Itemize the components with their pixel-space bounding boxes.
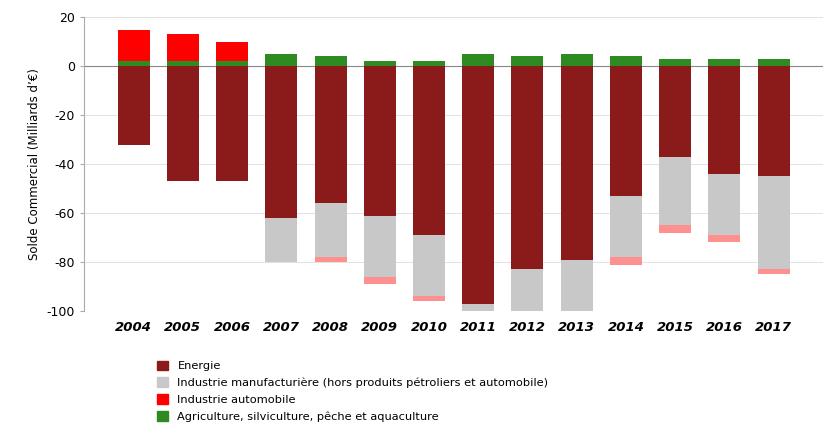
Bar	[659, 157, 691, 226]
Bar	[708, 174, 740, 235]
Bar	[314, 257, 347, 262]
Bar	[265, 54, 297, 66]
Bar	[610, 257, 642, 264]
Bar	[512, 323, 543, 330]
Bar	[118, 66, 150, 145]
Bar	[265, 66, 297, 218]
Bar	[167, 61, 199, 66]
Bar	[560, 66, 593, 260]
Bar	[560, 311, 593, 318]
Bar	[462, 54, 494, 66]
Bar	[314, 57, 347, 66]
Bar	[610, 196, 642, 257]
Bar	[708, 59, 740, 66]
Bar	[610, 57, 642, 66]
Bar	[610, 66, 642, 196]
Bar	[364, 216, 396, 277]
Bar	[216, 61, 248, 66]
Y-axis label: Solde Commercial (Milliards d’€): Solde Commercial (Milliards d’€)	[28, 68, 41, 260]
Bar	[758, 59, 790, 66]
Bar	[758, 270, 790, 274]
Bar	[708, 235, 740, 242]
Bar	[216, 42, 248, 61]
Bar	[462, 389, 494, 397]
Bar	[560, 260, 593, 311]
Bar	[265, 218, 297, 262]
Bar	[413, 66, 445, 235]
Bar	[560, 54, 593, 66]
Bar	[167, 66, 199, 181]
Bar	[216, 66, 248, 181]
Bar	[512, 270, 543, 323]
Bar	[758, 176, 790, 270]
Bar	[413, 235, 445, 296]
Bar	[462, 66, 494, 304]
Bar	[364, 277, 396, 284]
Bar	[118, 61, 150, 66]
Bar	[118, 29, 150, 61]
Bar	[659, 59, 691, 66]
Bar	[314, 66, 347, 203]
Legend: Energie, Industrie manufacturière (hors produits pétroliers et automobile), Indu: Energie, Industrie manufacturière (hors …	[157, 361, 549, 422]
Bar	[512, 66, 543, 270]
Bar	[364, 61, 396, 66]
Bar	[413, 61, 445, 66]
Bar	[413, 296, 445, 301]
Bar	[462, 304, 494, 389]
Bar	[314, 203, 347, 257]
Bar	[167, 35, 199, 61]
Bar	[659, 66, 691, 157]
Bar	[708, 66, 740, 174]
Bar	[758, 66, 790, 176]
Bar	[512, 57, 543, 66]
Bar	[364, 66, 396, 216]
Bar	[659, 226, 691, 233]
